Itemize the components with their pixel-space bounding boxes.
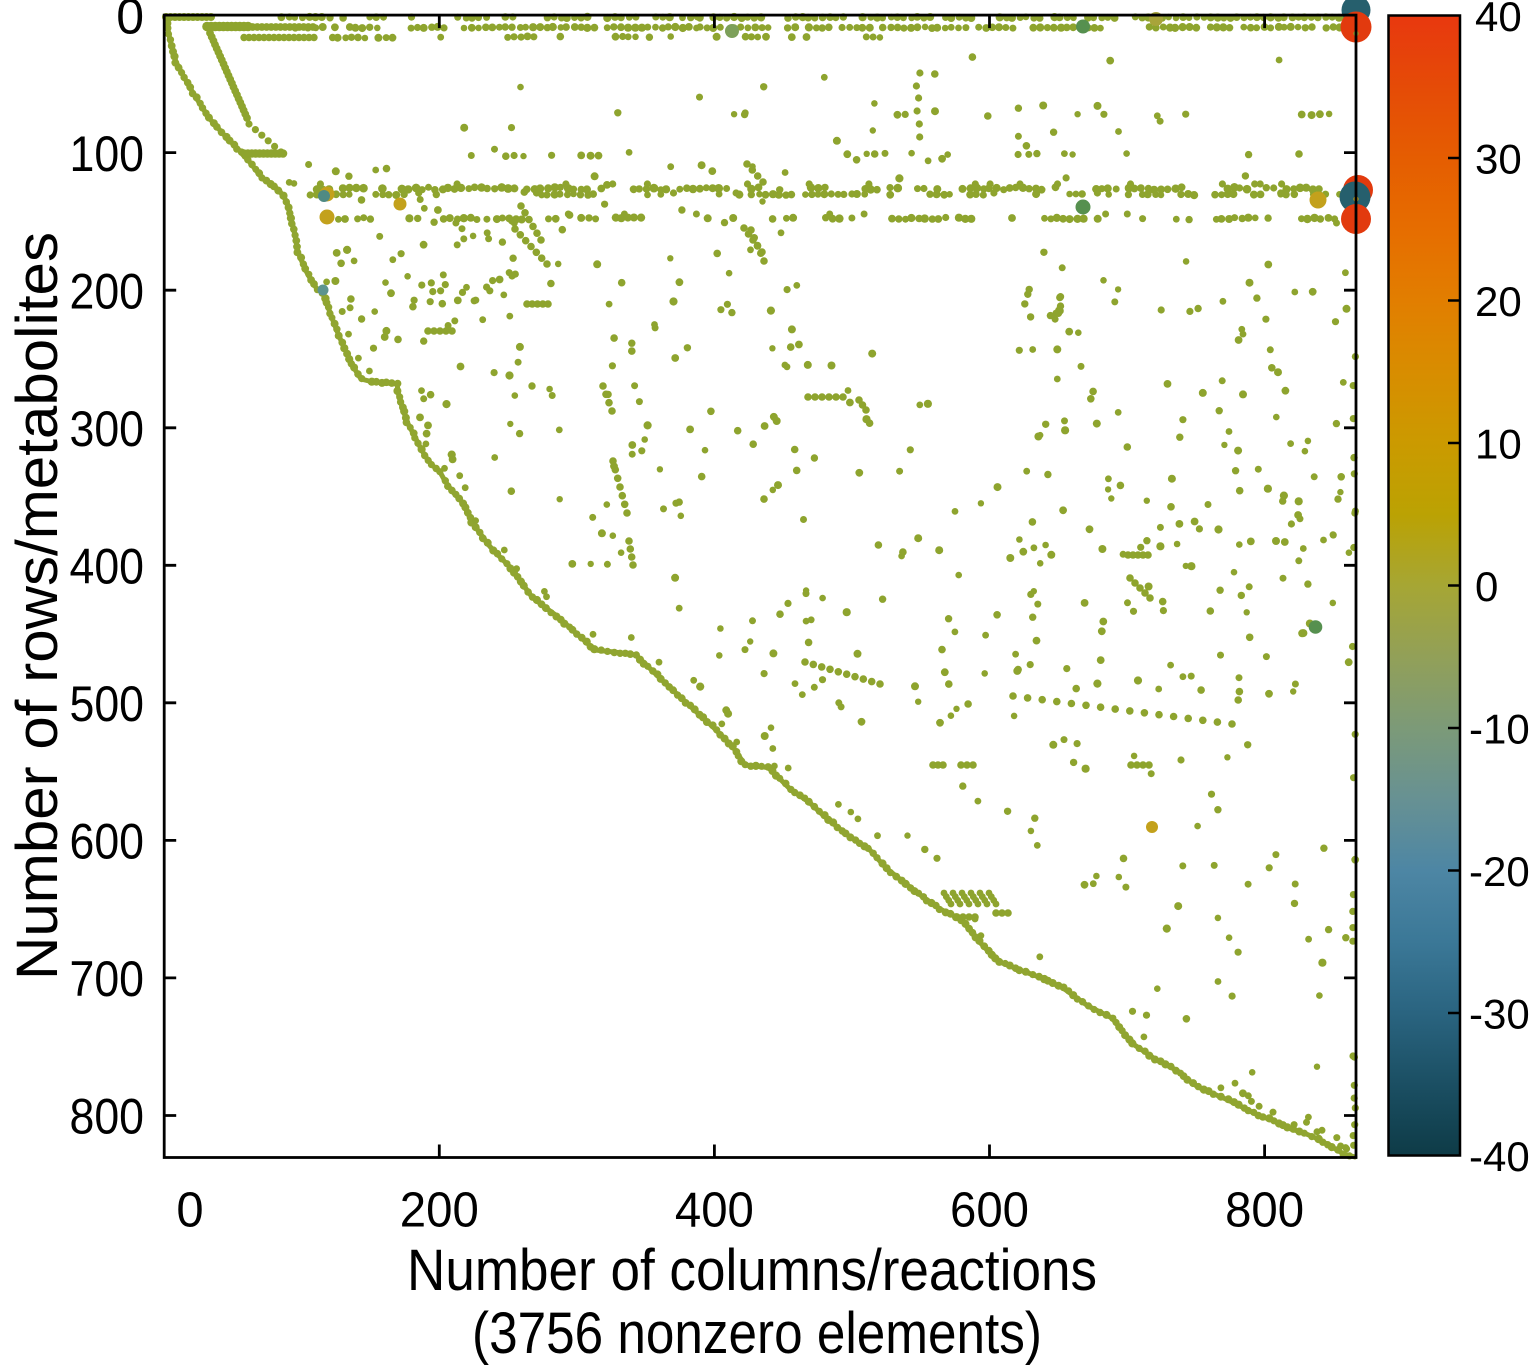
svg-text:Number of rows/metabolites: Number of rows/metabolites [5, 232, 70, 980]
svg-text:600: 600 [950, 1184, 1029, 1238]
svg-text:400: 400 [70, 539, 145, 595]
svg-text:0: 0 [176, 1184, 203, 1238]
svg-text:400: 400 [675, 1184, 754, 1238]
svg-text:200: 200 [400, 1184, 479, 1238]
svg-text:-30: -30 [1469, 990, 1530, 1037]
svg-text:40: 40 [1475, 0, 1522, 40]
svg-text:-20: -20 [1469, 848, 1530, 895]
svg-text:Number of columns/reactions: Number of columns/reactions [407, 1238, 1097, 1303]
svg-text:800: 800 [70, 1089, 145, 1145]
svg-text:600: 600 [70, 814, 145, 870]
svg-text:10: 10 [1475, 420, 1522, 467]
svg-text:800: 800 [1225, 1184, 1304, 1238]
svg-text:100: 100 [70, 126, 145, 182]
svg-text:700: 700 [70, 951, 145, 1007]
svg-text:30: 30 [1475, 135, 1522, 182]
svg-text:500: 500 [70, 676, 145, 732]
svg-text:0: 0 [1475, 563, 1498, 610]
svg-text:300: 300 [70, 401, 145, 457]
svg-text:(3756 nonzero elements): (3756 nonzero elements) [472, 1301, 1042, 1365]
svg-text:-40: -40 [1469, 1133, 1530, 1180]
svg-text:0: 0 [116, 0, 144, 44]
svg-text:20: 20 [1475, 278, 1522, 325]
svg-text:-10: -10 [1469, 705, 1530, 752]
svg-text:200: 200 [70, 263, 145, 319]
